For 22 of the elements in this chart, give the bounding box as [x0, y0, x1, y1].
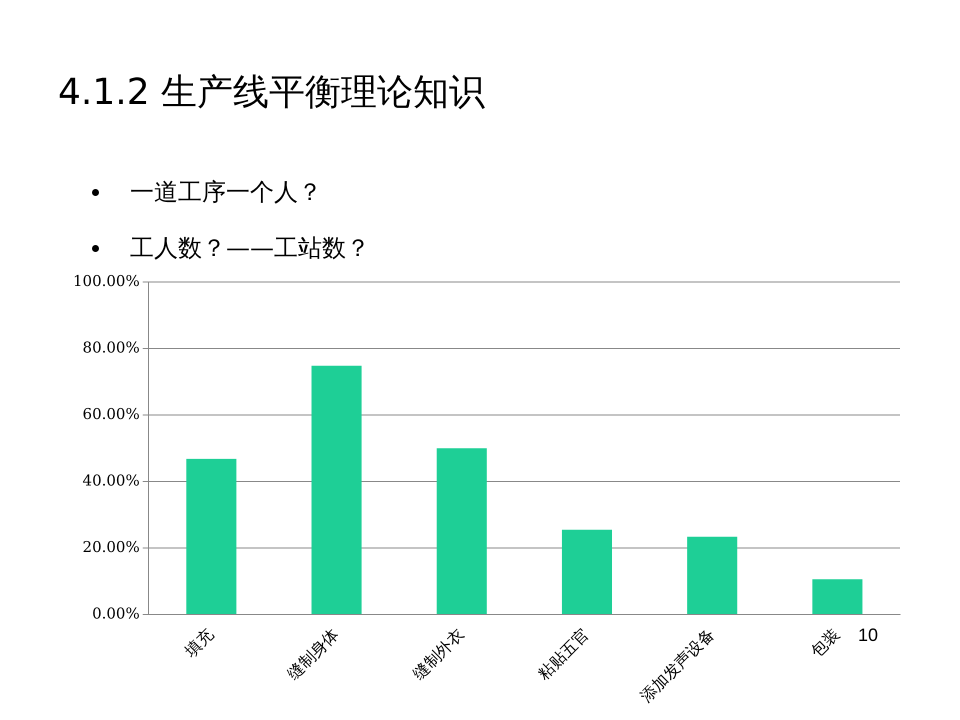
y-tick-label: 0.00% [92, 604, 140, 622]
x-tick-label: 缝制身体 [284, 624, 342, 684]
x-tick-label: 缝制外衣 [408, 624, 468, 684]
text: 一道工序一个人？ [130, 178, 322, 206]
bar [812, 579, 862, 614]
x-tick-label: 填充 [180, 624, 218, 662]
x-tick-label: 粘贴五官 [534, 624, 593, 684]
text: 工人数？——工站数？ [130, 234, 370, 262]
y-tick-label: 40.00% [82, 471, 140, 490]
bar [312, 366, 362, 614]
y-tick-label: 20.00% [82, 538, 140, 556]
y-tick-label: 100.00% [72, 272, 140, 290]
x-tick-label: 添加发声设备 [636, 624, 718, 706]
bar [186, 458, 236, 614]
bar [562, 530, 612, 614]
y-tick-label: 80.00% [82, 338, 140, 356]
text: 10 [858, 625, 878, 646]
chart-title: 4.1.2 生产线平衡理论知识 [58, 71, 486, 115]
bar [687, 536, 738, 614]
bar [436, 448, 487, 614]
y-tick-label: 60.00% [82, 404, 140, 423]
x-tick-label: 包装 [807, 624, 844, 661]
